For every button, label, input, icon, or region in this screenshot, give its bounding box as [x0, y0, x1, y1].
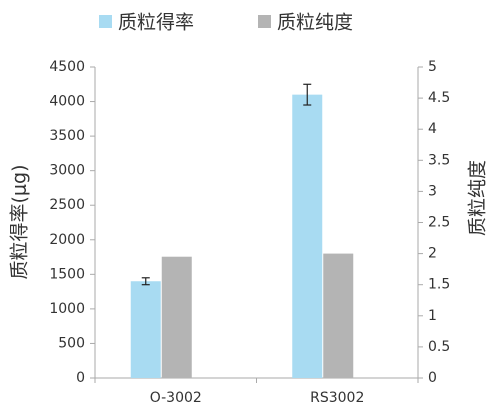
legend-label: 质粒纯度	[277, 12, 353, 34]
bar	[323, 253, 354, 378]
error-bar	[141, 277, 150, 286]
y-tick-label: 2500	[49, 197, 85, 213]
y2-tick-label: 0.5	[428, 339, 450, 355]
y-axis-title: 质粒得率(μg)	[9, 165, 31, 280]
y2-tick-label: 0	[428, 370, 437, 386]
bar	[292, 94, 323, 379]
y-tick-label: 3500	[49, 128, 85, 144]
bar	[161, 256, 192, 378]
y2-tick-label: 3.5	[428, 152, 450, 168]
legend-label: 质粒得率	[118, 12, 194, 34]
y-tick-label: 4000	[49, 94, 85, 110]
y-tick-label: 1000	[49, 301, 85, 317]
y-tick-label: 0	[76, 370, 85, 386]
y-tick-label: 1500	[49, 266, 85, 282]
y2-tick-label: 2.5	[428, 215, 450, 231]
y-tick-label: 4500	[49, 59, 85, 75]
y2-tick-label: 3	[428, 183, 437, 199]
x-tick-label: RS3002	[310, 390, 364, 406]
y2-tick-label: 2	[428, 246, 437, 262]
y2-tick-label: 1	[428, 308, 437, 324]
y2-tick-label: 1.5	[428, 277, 450, 293]
legend-swatch	[258, 15, 271, 28]
x-tick-label: O-3002	[150, 390, 202, 406]
y-tick-label: 2000	[49, 232, 85, 248]
bar	[130, 281, 161, 378]
error-bar	[303, 83, 312, 106]
y2-tick-label: 4	[428, 121, 437, 137]
y-tick-label: 500	[58, 335, 85, 351]
y2-tick-label: 4.5	[428, 90, 450, 106]
y-tick-label: 3000	[49, 163, 85, 179]
legend-swatch	[99, 15, 112, 28]
y2-axis-title: 质粒纯度	[467, 160, 489, 236]
y2-tick-label: 5	[428, 59, 437, 75]
